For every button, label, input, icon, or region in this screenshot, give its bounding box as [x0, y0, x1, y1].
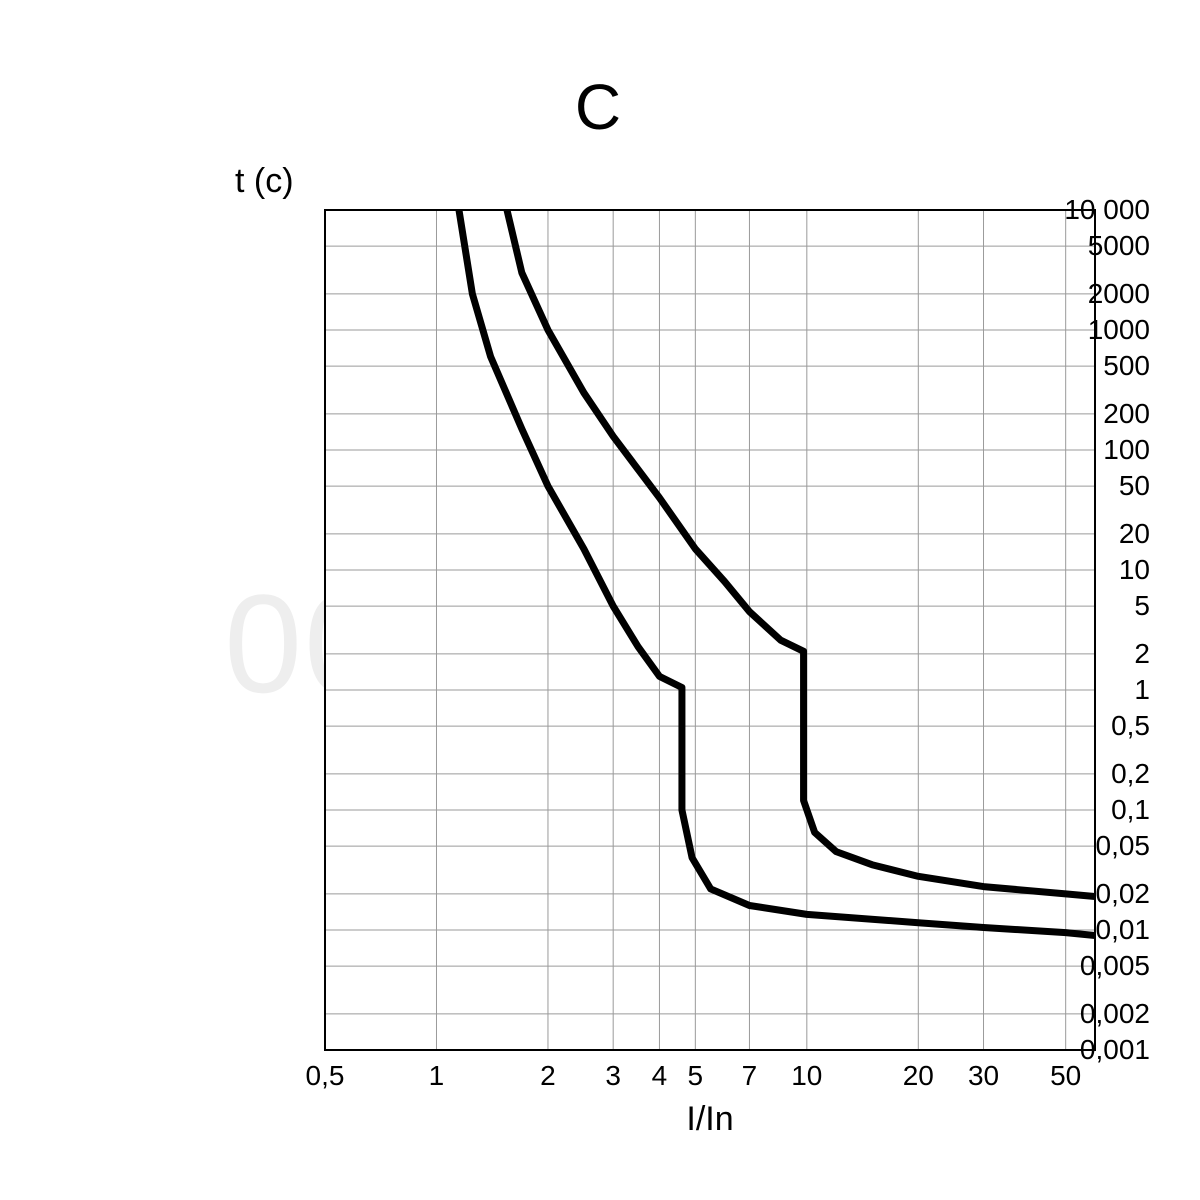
- y-tick-label: 0,1: [887, 794, 1150, 826]
- x-tick-label: 4: [652, 1060, 668, 1092]
- x-tick-label: 7: [742, 1060, 758, 1092]
- y-tick-label: 1000: [887, 314, 1150, 346]
- x-tick-label: 10: [791, 1060, 822, 1092]
- y-tick-label: 0,02: [887, 878, 1150, 910]
- y-tick-label: 10 000: [887, 194, 1150, 226]
- y-tick-label: 2: [887, 638, 1150, 670]
- y-tick-label: 0,01: [887, 914, 1150, 946]
- y-tick-label: 100: [887, 434, 1150, 466]
- x-tick-label: 50: [1050, 1060, 1081, 1092]
- y-tick-label: 500: [887, 350, 1150, 382]
- y-tick-label: 5: [887, 590, 1150, 622]
- y-tick-label: 20: [887, 518, 1150, 550]
- x-tick-label: 5: [688, 1060, 704, 1092]
- y-tick-label: 0,002: [887, 998, 1150, 1030]
- x-tick-label: 30: [968, 1060, 999, 1092]
- x-tick-label: 3: [605, 1060, 621, 1092]
- y-tick-label: 0,5: [887, 710, 1150, 742]
- y-tick-label: 1: [887, 674, 1150, 706]
- y-tick-label: 10: [887, 554, 1150, 586]
- x-tick-label: 0,5: [306, 1060, 345, 1092]
- x-tick-label: 1: [429, 1060, 445, 1092]
- y-tick-label: 0,005: [887, 950, 1150, 982]
- x-tick-label: 20: [903, 1060, 934, 1092]
- y-tick-label: 2000: [887, 278, 1150, 310]
- y-tick-label: 0,05: [887, 830, 1150, 862]
- y-tick-label: 50: [887, 470, 1150, 502]
- y-tick-label: 5000: [887, 230, 1150, 262]
- x-axis-label: I/In: [325, 1100, 1095, 1139]
- y-tick-label: 0,2: [887, 758, 1150, 790]
- y-tick-label: 200: [887, 398, 1150, 430]
- trip-curve-chart: C 001.com.ua t (c) 10 000500020001000500…: [50, 50, 1150, 1150]
- page: C 001.com.ua t (c) 10 000500020001000500…: [0, 0, 1200, 1200]
- x-tick-label: 2: [540, 1060, 556, 1092]
